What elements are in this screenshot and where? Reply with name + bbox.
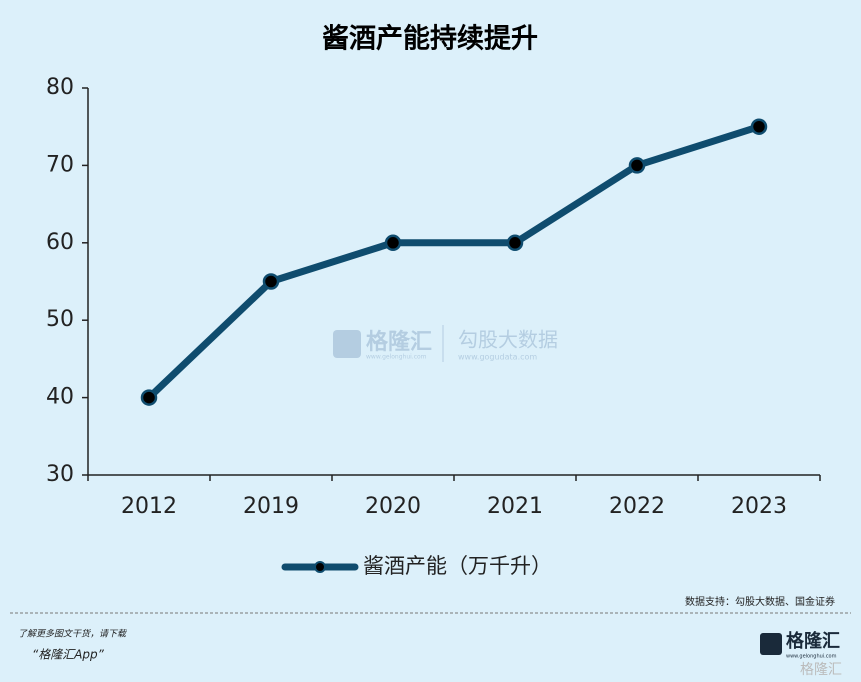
x-tick-label: 2020 bbox=[365, 494, 421, 519]
x-tick-label: 2023 bbox=[731, 494, 787, 519]
y-tick-label: 70 bbox=[46, 152, 74, 177]
footer-logo: 格隆汇 bbox=[786, 630, 840, 652]
legend-marker bbox=[314, 561, 326, 573]
line bbox=[146, 123, 761, 401]
watermark-url: www.gelonghui.com bbox=[366, 354, 427, 361]
watermark: 格隆汇 www.gelonghui.com 勾股大数据 www.gogudata… bbox=[333, 325, 558, 362]
marker bbox=[140, 389, 158, 406]
y-tick-label: 40 bbox=[46, 385, 74, 410]
footer-logo-icon bbox=[760, 633, 782, 655]
x-tick-label: 2019 bbox=[243, 494, 299, 519]
x-tick-label: 2012 bbox=[121, 494, 177, 519]
footer-logo-url: www.gelonghui.com bbox=[786, 654, 837, 660]
watermark-partner-url: www.gogudata.com bbox=[458, 353, 537, 362]
watermark-brand: 格隆汇 bbox=[366, 329, 432, 355]
chart-title: 酱酒产能持续提升 bbox=[322, 23, 538, 55]
marker bbox=[384, 234, 402, 252]
x-tick-label: 2021 bbox=[487, 494, 543, 519]
marker bbox=[262, 273, 280, 290]
y-tick-label: 80 bbox=[46, 75, 74, 100]
source: 数据支持：勾股大数据、国金证券 bbox=[685, 595, 835, 608]
footer-text: 了解更多图文干货，请下载 bbox=[18, 629, 127, 640]
footer-watermark: 格隆汇 bbox=[800, 662, 842, 678]
footer-app: “格隆汇App” bbox=[32, 648, 105, 662]
watermark-partner: 勾股大数据 bbox=[458, 328, 558, 352]
y-tick-label: 60 bbox=[46, 230, 74, 255]
marker bbox=[628, 157, 646, 174]
legend-label: 酱酒产能（万千升） bbox=[363, 554, 552, 578]
y-tick-label: 50 bbox=[46, 307, 74, 332]
watermark-logo bbox=[333, 330, 361, 358]
marker bbox=[506, 234, 524, 252]
x-tick-label: 2022 bbox=[609, 494, 665, 519]
marker bbox=[750, 118, 768, 135]
y-tick-label: 30 bbox=[46, 462, 74, 487]
